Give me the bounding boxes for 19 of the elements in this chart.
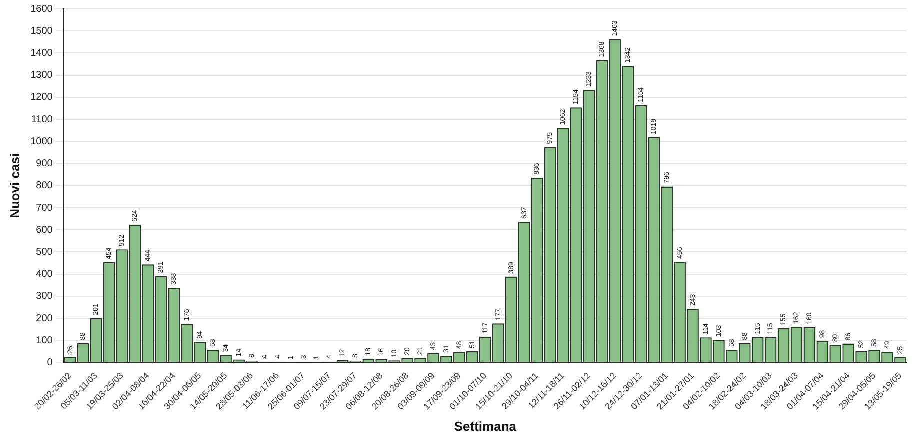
- y-tick-label: 900: [36, 158, 54, 170]
- y-tick-label: 500: [36, 246, 54, 258]
- y-tick-label: 800: [36, 180, 54, 192]
- y-tick-label: 100: [36, 335, 54, 346]
- y-tick-label: 1500: [30, 26, 54, 37]
- x-axis-title: Settimana: [454, 418, 518, 434]
- y-tick-label: 1200: [30, 92, 54, 104]
- y-tick-label: 300: [36, 291, 54, 302]
- y-tick-label: 600: [36, 224, 54, 236]
- y-tick-label: 400: [36, 269, 54, 280]
- y-tick-label: 1600: [30, 4, 54, 15]
- y-tick-label: 0: [47, 358, 54, 369]
- y-tick-label: 1000: [30, 136, 54, 148]
- y-tick-label: 1100: [31, 114, 54, 126]
- y-tick-label: 1400: [30, 48, 54, 59]
- y-tick-label: 1300: [30, 70, 54, 82]
- y-axis-title: Nuovi casi: [7, 153, 22, 218]
- y-tick-label: 700: [36, 202, 54, 214]
- y-tick-label: 200: [36, 313, 54, 324]
